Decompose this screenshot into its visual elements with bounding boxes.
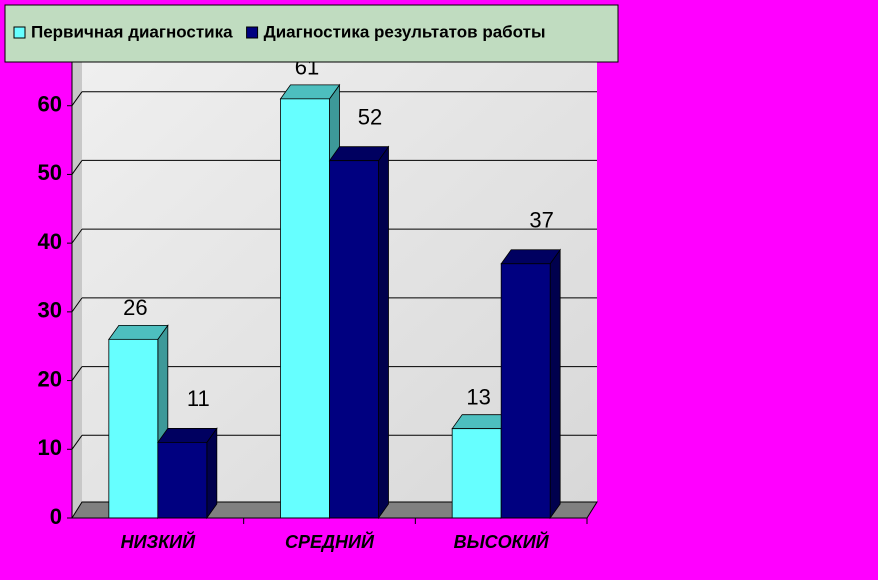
legend-swatch [13, 26, 26, 39]
x-tick-label: ВЫСОКИЙ [454, 531, 550, 552]
grid-line [71, 160, 83, 175]
legend-label: Первичная диагностика [31, 22, 233, 41]
legend [4, 4, 619, 63]
bar [108, 338, 159, 519]
bar-top [108, 324, 169, 340]
y-tick-label: 10 [38, 435, 62, 460]
x-tick-label: НИЗКИЙ [121, 531, 197, 552]
bar [157, 442, 208, 519]
grid-line [71, 228, 83, 244]
grid-line [71, 297, 83, 313]
y-tick-label: 50 [38, 160, 62, 185]
value-label: 11 [187, 386, 210, 411]
legend-swatch [246, 26, 259, 39]
bar-top [500, 249, 561, 265]
y-tick-label: 20 [38, 366, 62, 391]
bar [280, 98, 330, 519]
grid-line [71, 434, 83, 450]
bar [500, 263, 551, 519]
grid-line [71, 91, 83, 107]
bar-top [328, 146, 390, 162]
bar-top [157, 428, 218, 443]
bar-side [549, 248, 561, 520]
legend-label: Диагностика результатов работы [264, 22, 546, 41]
value-label: 13 [466, 384, 490, 409]
bar-side [378, 145, 389, 520]
x-tick-label: СРЕДНИЙ [285, 531, 375, 552]
side-wall [72, 30, 82, 518]
value-label: 37 [529, 208, 553, 233]
y-tick-label: 0 [50, 504, 62, 529]
bar [451, 428, 502, 519]
grid-line [71, 366, 83, 381]
y-tick-label: 40 [38, 229, 62, 254]
value-label: 26 [123, 295, 147, 320]
bar-top [279, 84, 341, 100]
value-label: 52 [358, 104, 382, 129]
bar [329, 160, 379, 519]
bar-side [206, 427, 218, 520]
y-tick-label: 60 [38, 92, 62, 117]
y-tick-label: 30 [38, 298, 62, 323]
